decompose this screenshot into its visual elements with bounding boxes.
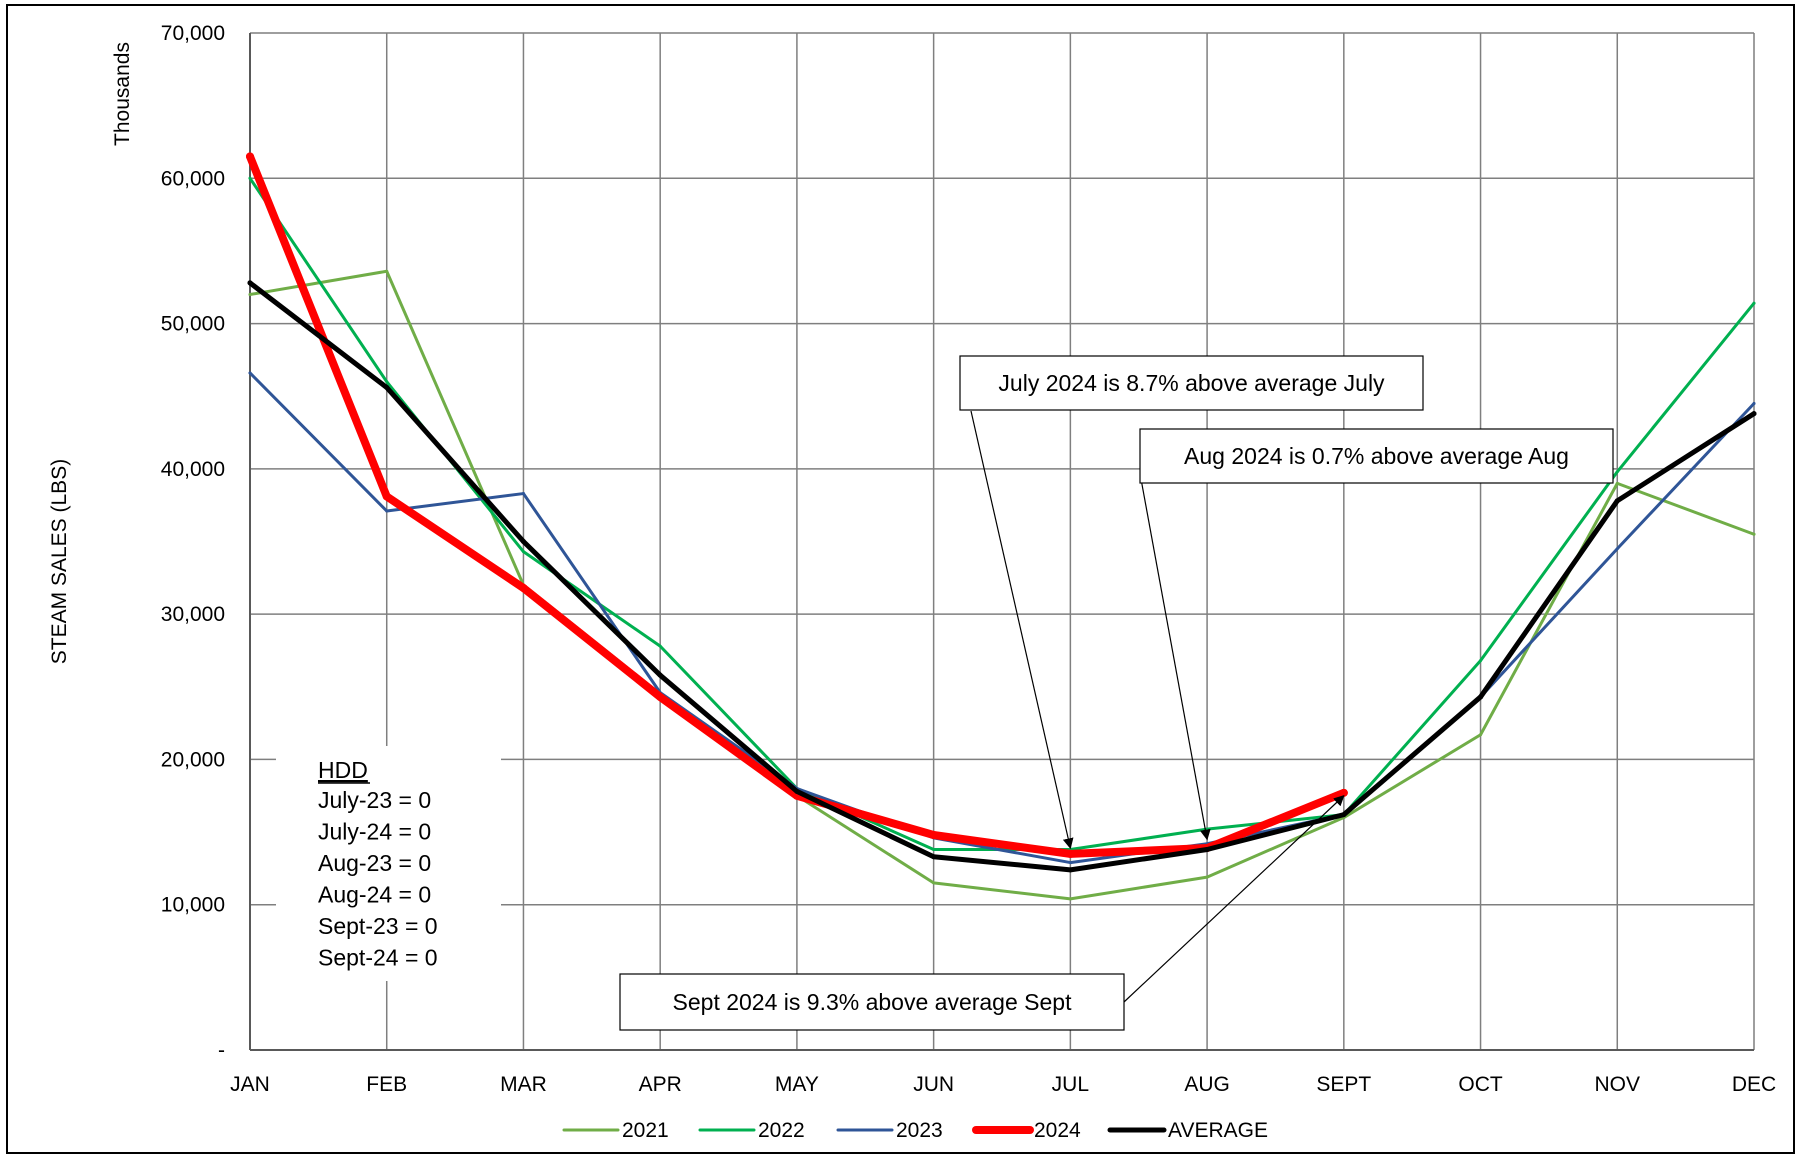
annotation-box: [1139, 428, 1614, 484]
data-point-2023: [1068, 861, 1072, 865]
data-point-2022: [1752, 301, 1756, 305]
y-tick-label: 10,000: [161, 894, 225, 917]
annotation-text: July 2024 is 8.7% above average July: [998, 370, 1385, 396]
hdd-line: July-23 = 0: [318, 787, 431, 813]
x-tick-label: MAY: [775, 1073, 819, 1096]
data-point-average: [1751, 411, 1757, 417]
data-point-average: [794, 788, 800, 794]
y-tick-label: 70,000: [161, 22, 225, 45]
data-point-2023: [385, 509, 389, 513]
data-point-average: [931, 854, 937, 860]
data-point-2023: [1752, 401, 1756, 405]
data-point-2021: [248, 293, 252, 297]
data-point-2021: [1068, 897, 1072, 901]
data-point-2021: [1479, 733, 1483, 737]
series-line-2023: [248, 371, 1756, 865]
steam-sales-line-chart: - 10,000 20,000 30,000 40,000 50,000 60,000 70,…: [48, 22, 1776, 1142]
data-point-average: [1478, 694, 1484, 700]
data-point-2023: [521, 492, 525, 496]
legend-label: 2023: [896, 1119, 943, 1142]
y-tick-label: -: [218, 1039, 225, 1062]
hdd-line: July-24 = 0: [318, 819, 431, 845]
data-point-average: [384, 384, 390, 390]
legend-label: 2021: [622, 1119, 669, 1142]
y-tick-label: 50,000: [161, 313, 225, 336]
x-tick-label: OCT: [1458, 1073, 1503, 1096]
y-tick-label: 20,000: [161, 748, 225, 771]
data-point-average: [1067, 867, 1073, 873]
data-point-2023: [1615, 547, 1619, 551]
data-point-2024: [1339, 788, 1348, 797]
annotation-arrow: [970, 410, 1074, 850]
y-tick-label: 30,000: [161, 603, 225, 626]
x-tick-label: DEC: [1732, 1073, 1776, 1096]
x-tick-label: SEPT: [1316, 1073, 1371, 1096]
legend-label: 2024: [1034, 1119, 1081, 1142]
data-point-2022: [248, 176, 252, 180]
hdd-box: [276, 746, 501, 981]
data-point-2024: [929, 830, 938, 839]
legend-label: 2022: [758, 1119, 805, 1142]
data-point-2022: [1479, 659, 1483, 663]
x-tick-label: APR: [639, 1073, 682, 1096]
x-tick-label: AUG: [1184, 1073, 1230, 1096]
data-point-2021: [932, 881, 936, 885]
x-tick-label: JUL: [1052, 1073, 1089, 1096]
data-point-average: [1614, 498, 1620, 504]
hdd-line: Aug-23 = 0: [318, 850, 431, 876]
data-point-2024: [656, 692, 665, 701]
data-point-2022: [932, 848, 936, 852]
legend-label: AVERAGE: [1168, 1119, 1268, 1142]
data-point-2021: [1752, 532, 1756, 536]
data-point-average: [657, 672, 663, 678]
data-point-2021: [385, 269, 389, 273]
hdd-title: HDD: [318, 757, 368, 783]
data-point-average: [1204, 847, 1210, 853]
x-tick-label: FEB: [366, 1073, 407, 1096]
hdd-line: Sept-23 = 0: [318, 913, 438, 939]
series-line-2021: [248, 269, 1756, 901]
data-point-2022: [385, 380, 389, 384]
data-point-average: [520, 539, 526, 544]
y-tick-label: 40,000: [161, 458, 225, 481]
data-point-2022: [521, 550, 525, 554]
x-tick-label: MAR: [500, 1073, 547, 1096]
x-tick-label: NOV: [1595, 1073, 1641, 1096]
data-point-2021: [1205, 875, 1209, 879]
annotation-box: [959, 355, 1424, 411]
x-tick-label: JAN: [230, 1073, 270, 1096]
data-point-2024: [382, 492, 391, 501]
annotation-arrow: [1140, 478, 1211, 841]
y-axis-unit-label: Thousands: [111, 42, 134, 146]
annotation-box: [619, 973, 1125, 1031]
data-point-2024: [519, 583, 528, 592]
data-point-2022: [1615, 470, 1619, 474]
data-point-2021: [1615, 481, 1619, 485]
data-point-2022: [1205, 827, 1209, 831]
x-tick-label: JUN: [913, 1073, 954, 1096]
data-point-2024: [1066, 849, 1075, 858]
y-axis-title: STEAM SALES (LBS): [48, 459, 71, 664]
data-point-2024: [246, 152, 254, 161]
annotation-text: Aug 2024 is 0.7% above average Aug: [1184, 443, 1569, 469]
hdd-line: Sept-24 = 0: [318, 945, 438, 971]
annotation-arrow: [1123, 795, 1345, 1003]
annotation-text: Sept 2024 is 9.3% above average Sept: [673, 989, 1073, 1015]
chart-frame: - 10,000 20,000 30,000 40,000 50,000 60,000 70,…: [6, 4, 1795, 1154]
y-tick-label: 60,000: [161, 167, 225, 190]
data-point-2022: [658, 644, 662, 648]
series-line-average: [247, 280, 1757, 873]
hdd-line: Aug-24 = 0: [318, 882, 431, 908]
data-point-average: [1341, 812, 1347, 818]
data-point-average: [247, 280, 253, 286]
data-point-2023: [248, 371, 252, 375]
